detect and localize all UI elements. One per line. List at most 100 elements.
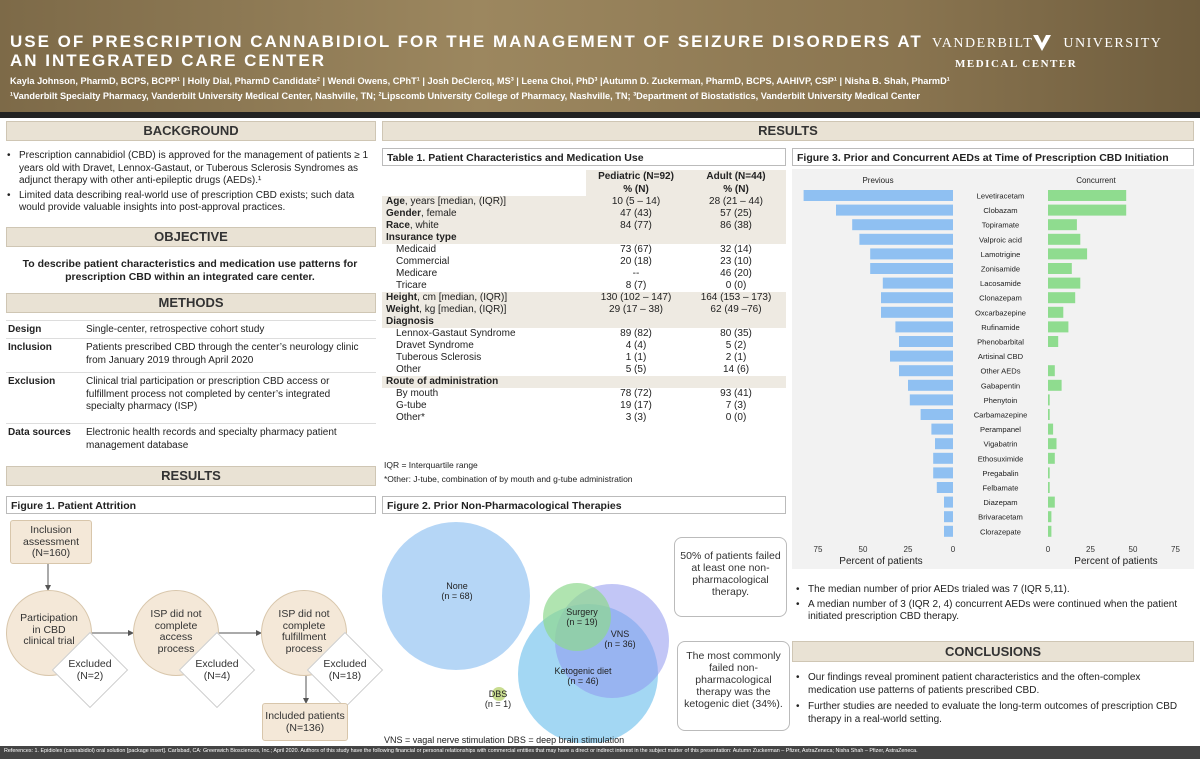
table-header-unit-row: % (N) % (N) xyxy=(382,183,786,196)
table-row: Diagnosis xyxy=(382,316,786,328)
header-divider xyxy=(0,112,1200,118)
bar-concurrent-0 xyxy=(1048,190,1127,201)
category-label-10: Phenobarbital xyxy=(977,338,1024,347)
cell-pediatric: 1 (1) xyxy=(625,352,647,363)
category-label-6: Lacosamide xyxy=(980,279,1021,288)
poster-title-line2: AN INTEGRATED CARE CENTER xyxy=(10,51,327,70)
excluded-3-label: Excluded (N=18) xyxy=(323,658,367,682)
figure3-bullets: The median number of prior AEDs trialed … xyxy=(795,584,1190,626)
methods-row-inclusion: Inclusion Patients prescribed CBD throug… xyxy=(6,338,376,370)
figure1-title: Figure 1. Patient Attrition xyxy=(6,496,376,514)
included-patients-box: Included patients (N=136) xyxy=(262,703,348,741)
cell-pediatric xyxy=(586,376,686,388)
table-row: Commercial 20 (18) 23 (10) xyxy=(382,256,786,268)
cell-pediatric: 10 (5 – 14) xyxy=(586,196,686,208)
venn-label-keto: Ketogenic diet (n = 46) xyxy=(538,666,628,686)
cell-adult: 93 (41) xyxy=(720,388,752,399)
logo-subtitle: MEDICAL CENTER xyxy=(955,58,1078,70)
venn-none-count: (n = 68) xyxy=(441,591,473,601)
cell-pediatric xyxy=(586,232,686,244)
methods-row-design: Design Single-center, retrospective coho… xyxy=(6,320,376,338)
cell-adult xyxy=(686,376,786,388)
conclusions-heading: CONCLUSIONS xyxy=(792,641,1194,662)
table-row: G-tube 19 (17) 7 (3) xyxy=(382,400,786,412)
category-label-13: Gabapentin xyxy=(981,381,1020,390)
category-label-20: Felbamate xyxy=(983,484,1019,493)
table-row: Tricare 8 (7) 0 (0) xyxy=(382,280,786,292)
bar-concurrent-10 xyxy=(1048,336,1059,347)
cell-adult: 23 (10) xyxy=(720,256,752,267)
venn-dbs xyxy=(492,687,506,701)
venn-none-name: None xyxy=(446,581,468,591)
venn-keto-count: (n = 46) xyxy=(567,676,599,686)
xlabel-left: Percent of patients xyxy=(839,556,922,567)
row-label: By mouth xyxy=(396,388,439,399)
bar-previous-9 xyxy=(895,321,953,333)
table-row: Insurance type xyxy=(382,232,786,244)
venn-dbs-count: (n = 1) xyxy=(484,699,512,709)
bar-previous-18 xyxy=(933,452,953,464)
bar-concurrent-5 xyxy=(1048,263,1072,274)
cell-pediatric: 5 (5) xyxy=(625,364,647,375)
bar-concurrent-23 xyxy=(1048,525,1052,537)
col-unit-adult: % (N) xyxy=(686,183,786,196)
methods-value: Patients prescribed CBD through the cent… xyxy=(86,342,359,366)
bar-previous-7 xyxy=(881,292,953,304)
bar-previous-1 xyxy=(836,204,953,216)
category-label-9: Rufinamide xyxy=(981,323,1019,332)
bar-concurrent-1 xyxy=(1048,204,1127,216)
xlabel-right: Percent of patients xyxy=(1074,556,1157,567)
background-bullets: Prescription cannabidiol (CBD) is approv… xyxy=(6,150,376,217)
row-label: Gender, female xyxy=(382,208,586,220)
table-body: Pediatric (N=92) Adult (N=44) % (N) % (N… xyxy=(382,170,786,424)
venn-label-vns: VNS (n = 36) xyxy=(590,629,650,649)
cell-adult: 0 (0) xyxy=(725,412,747,423)
table-row: By mouth 78 (72) 93 (41) xyxy=(382,388,786,400)
cell-pediatric: 4 (4) xyxy=(625,340,647,351)
row-label-main: Diagnosis xyxy=(386,316,434,327)
figure3-title: Figure 3. Prior and Concurrent AEDs at T… xyxy=(792,148,1194,166)
cell-pediatric: 84 (77) xyxy=(586,220,686,232)
category-label-8: Oxcarbazepine xyxy=(975,308,1026,317)
row-label: Route of administration xyxy=(382,376,586,388)
cell-adult: 86 (38) xyxy=(686,220,786,232)
cell-adult: 32 (14) xyxy=(720,244,752,255)
methods-value: Single-center, retrospective cohort stud… xyxy=(86,324,265,335)
category-label-16: Perampanel xyxy=(980,425,1021,434)
bar-concurrent-4 xyxy=(1048,248,1088,260)
row-label: Dravet Syndrome xyxy=(396,340,474,351)
cell-adult: 0 (0) xyxy=(725,280,747,291)
table-row: Weight, kg [median, (IQR)] 29 (17 – 38) 62… xyxy=(382,304,786,316)
cell-pediatric: 47 (43) xyxy=(586,208,686,220)
venn-vns-name: VNS xyxy=(610,629,630,639)
col-header-adult: Adult (N=44) xyxy=(686,170,786,183)
cell-adult: 7 (3) xyxy=(725,400,747,411)
row-label: Commercial xyxy=(396,256,450,267)
bar-concurrent-7 xyxy=(1048,292,1076,304)
bar-previous-16 xyxy=(931,423,953,435)
row-label-suffix: , kg [median, (IQR)] xyxy=(419,304,507,315)
bar-previous-2 xyxy=(852,219,953,231)
figure3-bullet-2: A median number of 3 (IQR 2, 4) concurre… xyxy=(795,599,1190,624)
bar-concurrent-9 xyxy=(1048,321,1069,333)
cell-adult xyxy=(686,316,786,328)
row-label: Medicaid xyxy=(396,244,437,255)
bar-previous-14 xyxy=(909,394,953,406)
conclusions-bullets: Our findings reveal prominent patient ch… xyxy=(795,672,1190,728)
cell-pediatric: 20 (18) xyxy=(620,256,652,267)
row-label: Weight, kg [median, (IQR)] xyxy=(382,304,586,316)
tick-left-3: 0 xyxy=(951,545,956,554)
category-label-11: Artisinal CBD xyxy=(978,352,1024,361)
bar-previous-12 xyxy=(899,365,953,377)
venn-label-dbs: DBS (n = 1) xyxy=(478,689,518,709)
row-label-main: Race xyxy=(386,220,410,231)
category-label-12: Other AEDs xyxy=(980,367,1020,376)
bar-concurrent-19 xyxy=(1048,467,1050,479)
venn-surgery-name: Surgery xyxy=(566,607,598,617)
figure3-bullet-1: The median number of prior AEDs trialed … xyxy=(795,584,1190,597)
row-label: Insurance type xyxy=(382,232,586,244)
bar-previous-8 xyxy=(881,306,953,318)
cell-pediatric: 8 (7) xyxy=(625,280,647,291)
methods-label: Exclusion xyxy=(8,376,56,387)
row-label: Tuberous Sclerosis xyxy=(396,352,482,363)
